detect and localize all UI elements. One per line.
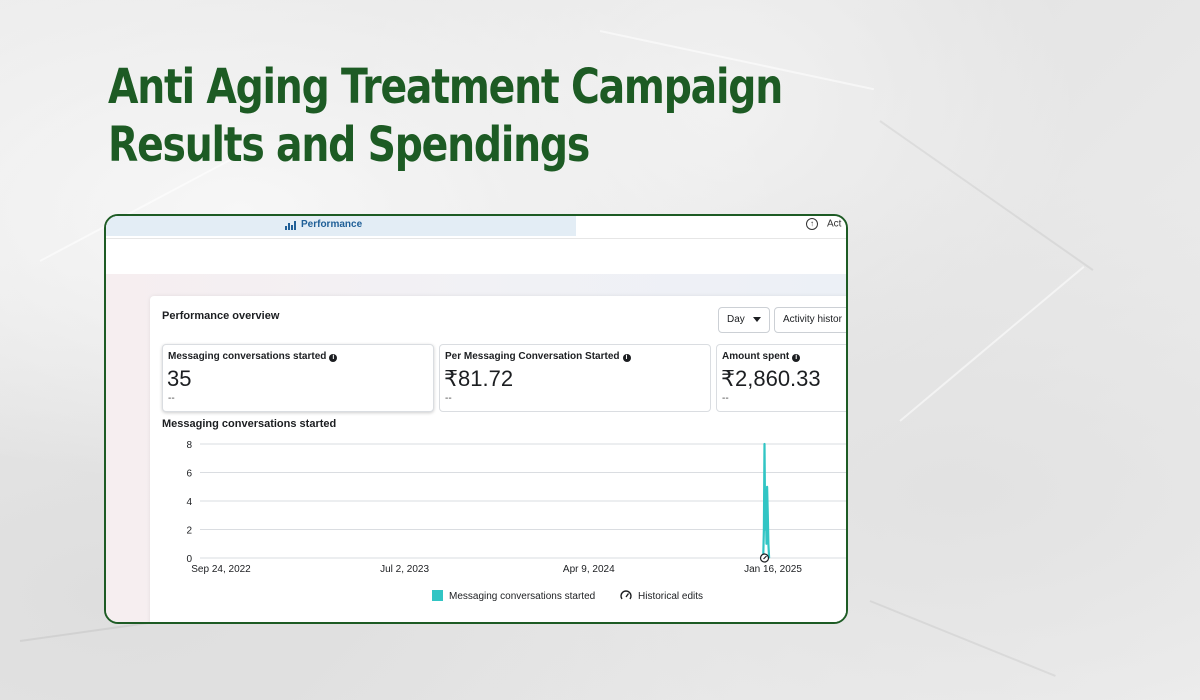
metric-value: 35: [167, 366, 192, 391]
data-point: [764, 528, 766, 531]
metric-card-cost-per-conversation[interactable]: Per Messaging Conversation Started i ₹81.…: [439, 344, 711, 412]
screenshot-card: Performance ↑ Act Performance overview Da…: [104, 214, 848, 624]
legend-item-historical-edits[interactable]: Historical edits: [620, 590, 703, 602]
top-right-label: Act: [827, 218, 842, 230]
page-title: Anti Aging Treatment Campaign Results an…: [108, 58, 783, 174]
data-point: [763, 528, 765, 531]
paper-crease: [869, 600, 1056, 677]
x-tick-label: Apr 9, 2024: [563, 564, 615, 575]
overview-title: Performance overview: [162, 310, 280, 322]
performance-overview-panel: Performance overview Day Activity histor…: [150, 296, 846, 622]
metric-label: Messaging conversations started i: [168, 351, 338, 362]
metric-comparison: --: [445, 393, 452, 404]
metric-card-amount-spent[interactable]: Amount spent i ₹2,860.33 --: [716, 344, 846, 412]
data-point: [763, 443, 766, 445]
gauge-icon: [620, 590, 632, 600]
legend-label: Messaging conversations started: [449, 591, 596, 602]
metric-comparison: --: [722, 393, 729, 404]
activity-history-label: Activity histor: [783, 314, 842, 325]
metric-label-text: Messaging conversations started: [168, 351, 327, 362]
upload-icon: ↑: [806, 218, 818, 230]
y-tick-label: 4: [186, 497, 192, 508]
series-line: [762, 442, 771, 559]
y-tick-label: 2: [186, 526, 192, 537]
data-point: [767, 543, 770, 545]
x-tick-label: Jul 2, 2023: [380, 564, 429, 575]
tab-performance[interactable]: Performance: [106, 216, 576, 236]
chart-title: Messaging conversations started: [162, 418, 337, 430]
bar-chart-icon: [285, 221, 296, 230]
data-point: [765, 500, 767, 502]
data-point: [765, 543, 768, 545]
line-chart: 0 2 4 6 8 Sep 24, 2022 Jul 2, 2023 Apr 9, 2024 J…: [186, 440, 846, 575]
legend-swatch: [432, 590, 443, 601]
data-point: [767, 514, 769, 516]
metric-label-text: Per Messaging Conversation Started: [445, 351, 620, 362]
data-point: [766, 486, 768, 488]
metric-value: ₹2,860.33: [721, 366, 821, 391]
caret-down-icon: [753, 317, 761, 322]
x-tick-label: Jan 16, 2025: [744, 564, 802, 575]
info-icon[interactable]: i: [622, 354, 631, 362]
metric-card-conversations[interactable]: Messaging conversations started i 35 --: [162, 344, 434, 412]
info-icon[interactable]: i: [792, 354, 801, 362]
top-right-action[interactable]: ↑ Act: [806, 218, 841, 230]
legend-label: Historical edits: [638, 591, 704, 602]
top-bar: Performance ↑ Act: [106, 216, 846, 239]
paper-crease: [899, 265, 1085, 422]
title-line-2: Results and Spendings: [108, 117, 590, 173]
info-icon[interactable]: i: [329, 354, 338, 362]
metric-label: Per Messaging Conversation Started i: [445, 351, 631, 362]
y-tick-label: 0: [186, 554, 192, 565]
metric-value: ₹81.72: [444, 366, 514, 391]
y-tick-label: 6: [186, 469, 192, 480]
activity-history-button[interactable]: Activity histor: [774, 307, 846, 333]
metric-label-text: Amount spent: [722, 351, 790, 362]
day-dropdown[interactable]: Day: [718, 307, 770, 333]
title-line-1: Anti Aging Treatment Campaign: [108, 59, 783, 115]
x-tick-label: Sep 24, 2022: [191, 564, 251, 575]
metric-label: Amount spent i: [722, 351, 801, 362]
day-dropdown-label: Day: [727, 314, 745, 325]
paper-crease: [879, 120, 1094, 271]
historical-edit-needle: [763, 555, 767, 560]
y-tick-label: 8: [186, 440, 192, 451]
tab-performance-label: Performance: [301, 219, 363, 230]
legend-item-conversations[interactable]: Messaging conversations started: [432, 590, 595, 602]
metric-comparison: --: [168, 393, 175, 404]
